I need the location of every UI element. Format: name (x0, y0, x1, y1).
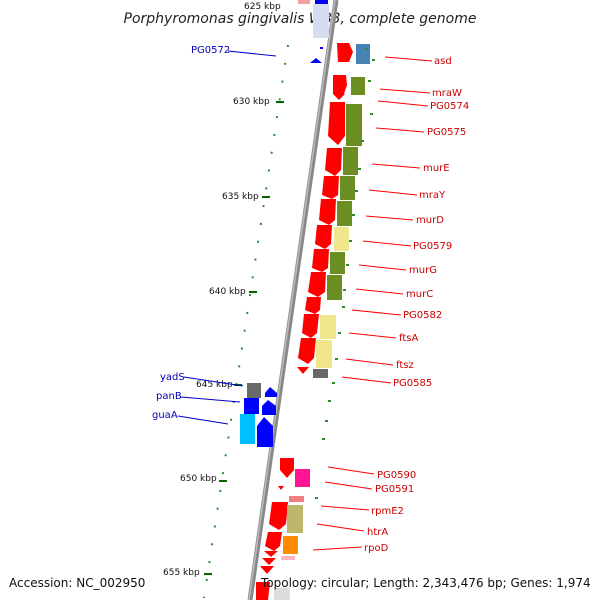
cog-block-murC (327, 275, 342, 300)
gene-label-murD[interactable]: murD (416, 215, 444, 226)
gene-arrow-htrA[interactable] (269, 502, 288, 530)
labels-forward: asd mraW PG0574 PG0575 murE mraY murD PG… (364, 56, 469, 554)
partial-feature-pink (298, 0, 310, 4)
gene-label-PG0590[interactable]: PG0590 (377, 470, 416, 481)
tick-label: 645 kbp (196, 380, 233, 390)
gene-arrow-PG0591[interactable] (278, 486, 284, 490)
map-title: Porphyromonas gingivalis W83, complete g… (124, 11, 477, 27)
gene-marker-PG0572-dot (320, 47, 323, 49)
gene-label-panB[interactable]: panB (156, 391, 182, 402)
cog-block-asd (356, 44, 370, 64)
gene-arrow-PG0585[interactable] (297, 367, 309, 374)
gene-arrow-small-2 (262, 558, 276, 565)
gene-arrow-mraW[interactable] (333, 75, 347, 94)
gene-label-mraY[interactable]: mraY (419, 190, 446, 201)
gene-arrow-partial-bottom (256, 582, 270, 600)
gene-arrow-PG0590[interactable] (280, 458, 294, 478)
gene-arrow-murE[interactable] (325, 148, 342, 176)
cog-block-rpoD-2 (281, 556, 295, 560)
tick-label: 655 kbp (163, 568, 200, 578)
gene-arrow-PG0582[interactable] (305, 297, 321, 314)
gene-arrow-PG0574[interactable] (333, 94, 345, 100)
topology-text: Topology: circular; Length: 2,343,476 bp… (260, 576, 591, 590)
leader-lines (177, 50, 433, 551)
gene-arrow-rpoD[interactable] (265, 532, 282, 551)
gene-label-PG0591[interactable]: PG0591 (375, 484, 414, 495)
gene-label-rpmE2[interactable]: rpmE2 (371, 506, 404, 517)
gene-label-PG0575[interactable]: PG0575 (427, 127, 466, 138)
gc-dots (315, 48, 375, 499)
tick-625: 625 kbp (244, 2, 281, 12)
cog-blocks (274, 44, 370, 600)
gene-label-murG[interactable]: murG (409, 265, 437, 276)
cog-block-yadS (247, 383, 261, 398)
tick-label: 630 kbp (233, 97, 270, 107)
gene-arrow-guaA[interactable] (257, 417, 273, 447)
gene-arrow-PG0575[interactable] (328, 102, 345, 145)
cog-block-guaA (240, 414, 255, 444)
gene-arrow-murG[interactable] (312, 249, 329, 272)
partial-feature-top-shade (313, 4, 329, 38)
accession-text: Accession: NC_002950 (9, 576, 145, 590)
cog-block-mraW (351, 77, 365, 95)
gene-label-asd[interactable]: asd (434, 56, 452, 67)
gene-arrow-ftsA[interactable] (302, 314, 319, 338)
cog-block-murE (343, 147, 358, 175)
gene-label-guaA[interactable]: guaA (152, 410, 178, 421)
gene-label-PG0574[interactable]: PG0574 (430, 101, 469, 112)
gene-arrow-rpmE2[interactable] (289, 496, 304, 502)
gene-arrow-ftsz[interactable] (298, 338, 316, 364)
cog-block-bottom (274, 588, 290, 600)
gene-arrow-small-3 (260, 566, 274, 574)
gene-arrow-yadS[interactable] (265, 387, 277, 397)
tick-label: 625 kbp (244, 2, 281, 12)
tick-640: 640 kbp (209, 287, 257, 297)
gene-marker-PG0572[interactable] (310, 58, 322, 63)
gene-label-mraW[interactable]: mraW (432, 88, 462, 99)
genome-backbone-highlight (248, 0, 336, 600)
cog-block-mraY (340, 176, 355, 200)
gene-arrow-mraY[interactable] (322, 176, 339, 199)
cog-block-PG0579 (334, 227, 349, 251)
cog-block-ftsA (320, 315, 336, 339)
genome-backbone (247, 0, 339, 600)
cog-block-murG (330, 252, 345, 274)
gene-label-murE[interactable]: murE (423, 163, 450, 174)
cog-block-htrA (287, 505, 303, 533)
tick-650: 650 kbp (180, 474, 227, 484)
tick-label: 650 kbp (180, 474, 217, 484)
cog-block-rpoD (283, 536, 298, 554)
cog-block-murD (337, 201, 352, 226)
gene-label-rpoD[interactable]: rpoD (364, 543, 389, 554)
cog-block-ftsz (316, 340, 332, 368)
gene-arrow-murD[interactable] (319, 199, 336, 225)
tick-635: 635 kbp (222, 192, 270, 202)
gene-label-ftsz[interactable]: ftsz (396, 360, 414, 371)
labels-reverse: PG0572 yadS panB guaA (152, 45, 230, 421)
tick-label: 635 kbp (222, 192, 259, 202)
gene-arrow-PG0579[interactable] (315, 225, 332, 249)
forward-genes (256, 43, 353, 600)
gene-label-htrA[interactable]: htrA (367, 527, 388, 538)
gene-arrow-asd[interactable] (337, 43, 353, 62)
gene-arrow-panB[interactable] (262, 400, 276, 415)
tick-label: 640 kbp (209, 287, 246, 297)
tick-655: 655 kbp (163, 568, 212, 578)
cog-block-PG0575 (346, 104, 362, 146)
gene-arrow-small-1 (264, 551, 278, 557)
gene-label-PG0585[interactable]: PG0585 (393, 378, 432, 389)
cog-block-panB (244, 398, 259, 414)
gene-label-murC[interactable]: murC (406, 289, 433, 300)
gene-label-yadS[interactable]: yadS (160, 372, 185, 383)
gene-label-PG0582[interactable]: PG0582 (403, 310, 442, 321)
gene-label-PG0579[interactable]: PG0579 (413, 241, 452, 252)
reverse-genes (240, 383, 277, 447)
cog-block-PG0585 (313, 369, 328, 378)
gene-label-PG0572[interactable]: PG0572 (191, 45, 230, 56)
cog-block-PG0590 (295, 469, 310, 487)
gene-label-ftsA[interactable]: ftsA (399, 333, 418, 344)
gene-arrow-murC[interactable] (308, 272, 326, 297)
tick-630: 630 kbp (233, 97, 284, 107)
